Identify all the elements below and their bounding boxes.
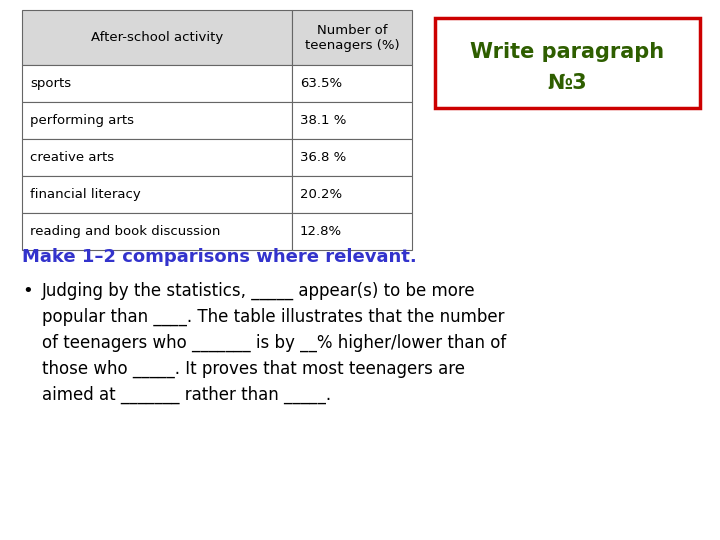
Text: 38.1 %: 38.1 % [300,114,346,127]
Text: Write paragraph: Write paragraph [470,42,665,62]
Bar [292,176,412,213]
Text: sports: sports [30,77,71,90]
Bar [22,10,292,65]
Text: 36.8 %: 36.8 % [300,151,346,164]
Text: creative arts: creative arts [30,151,114,164]
Bar [22,213,292,250]
Bar [22,65,292,102]
Text: aimed at _______ rather than _____.: aimed at _______ rather than _____. [42,386,331,404]
Text: reading and book discussion: reading and book discussion [30,225,220,238]
Bar [292,139,412,176]
Bar [292,65,412,102]
Text: After-school activity: After-school activity [91,31,223,44]
Bar [435,18,700,108]
Text: of teenagers who _______ is by __% higher/lower than of: of teenagers who _______ is by __% highe… [42,334,506,352]
Text: 12.8%: 12.8% [300,225,342,238]
Bar [22,176,292,213]
Text: Judging by the statistics, _____ appear(s) to be more: Judging by the statistics, _____ appear(… [42,282,476,300]
Text: financial literacy: financial literacy [30,188,140,201]
Text: 63.5%: 63.5% [300,77,342,90]
Text: performing arts: performing arts [30,114,134,127]
Text: Make 1–2 comparisons where relevant.: Make 1–2 comparisons where relevant. [22,248,417,266]
Bar [22,139,292,176]
Text: №3: №3 [548,73,588,93]
Text: popular than ____. The table illustrates that the number: popular than ____. The table illustrates… [42,308,505,326]
Bar [22,102,292,139]
Bar [292,102,412,139]
Bar [292,213,412,250]
Bar [292,10,412,65]
Text: Number of
teenagers (%): Number of teenagers (%) [305,24,400,51]
Text: those who _____. It proves that most teenagers are: those who _____. It proves that most tee… [42,360,465,378]
Text: 20.2%: 20.2% [300,188,342,201]
Text: •: • [22,282,32,300]
